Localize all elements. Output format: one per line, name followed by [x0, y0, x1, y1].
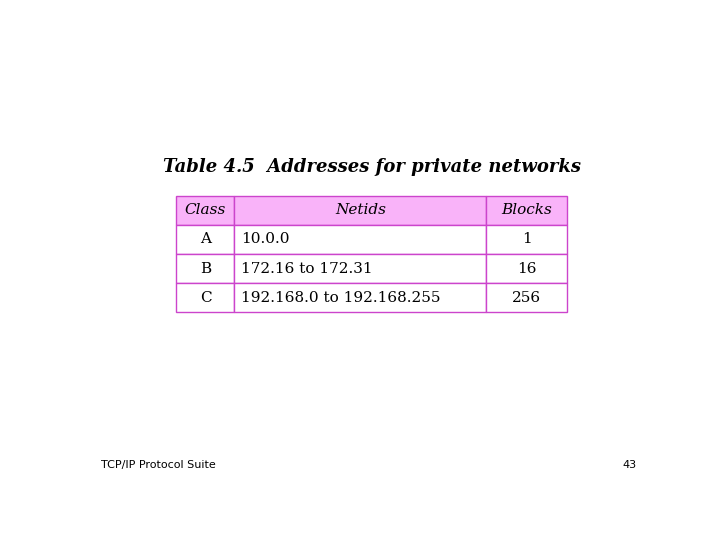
Text: 256: 256	[512, 291, 541, 305]
Bar	[487, 196, 567, 225]
Text: C: C	[199, 291, 211, 305]
Text: 10.0.0: 10.0.0	[241, 232, 289, 246]
Bar	[235, 196, 487, 225]
Text: 43: 43	[623, 460, 637, 470]
Bar	[235, 225, 487, 254]
Text: Table 4.5  Addresses for private networks: Table 4.5 Addresses for private networks	[163, 158, 581, 176]
Text: 172.16 to 172.31: 172.16 to 172.31	[241, 261, 373, 275]
Bar	[235, 254, 487, 283]
Text: B: B	[200, 261, 211, 275]
Bar	[176, 196, 235, 225]
Bar	[176, 283, 235, 312]
Text: A: A	[200, 232, 211, 246]
Text: TCP/IP Protocol Suite: TCP/IP Protocol Suite	[101, 460, 216, 470]
Text: 16: 16	[517, 261, 536, 275]
Text: Class: Class	[185, 204, 226, 217]
Bar	[176, 254, 235, 283]
Text: 1: 1	[522, 232, 531, 246]
Text: Netids: Netids	[335, 204, 386, 217]
Text: 192.168.0 to 192.168.255: 192.168.0 to 192.168.255	[241, 291, 441, 305]
Bar	[487, 225, 567, 254]
Bar	[487, 254, 567, 283]
Bar	[176, 225, 235, 254]
Bar	[487, 283, 567, 312]
Bar	[235, 283, 487, 312]
Text: Blocks: Blocks	[501, 204, 552, 217]
